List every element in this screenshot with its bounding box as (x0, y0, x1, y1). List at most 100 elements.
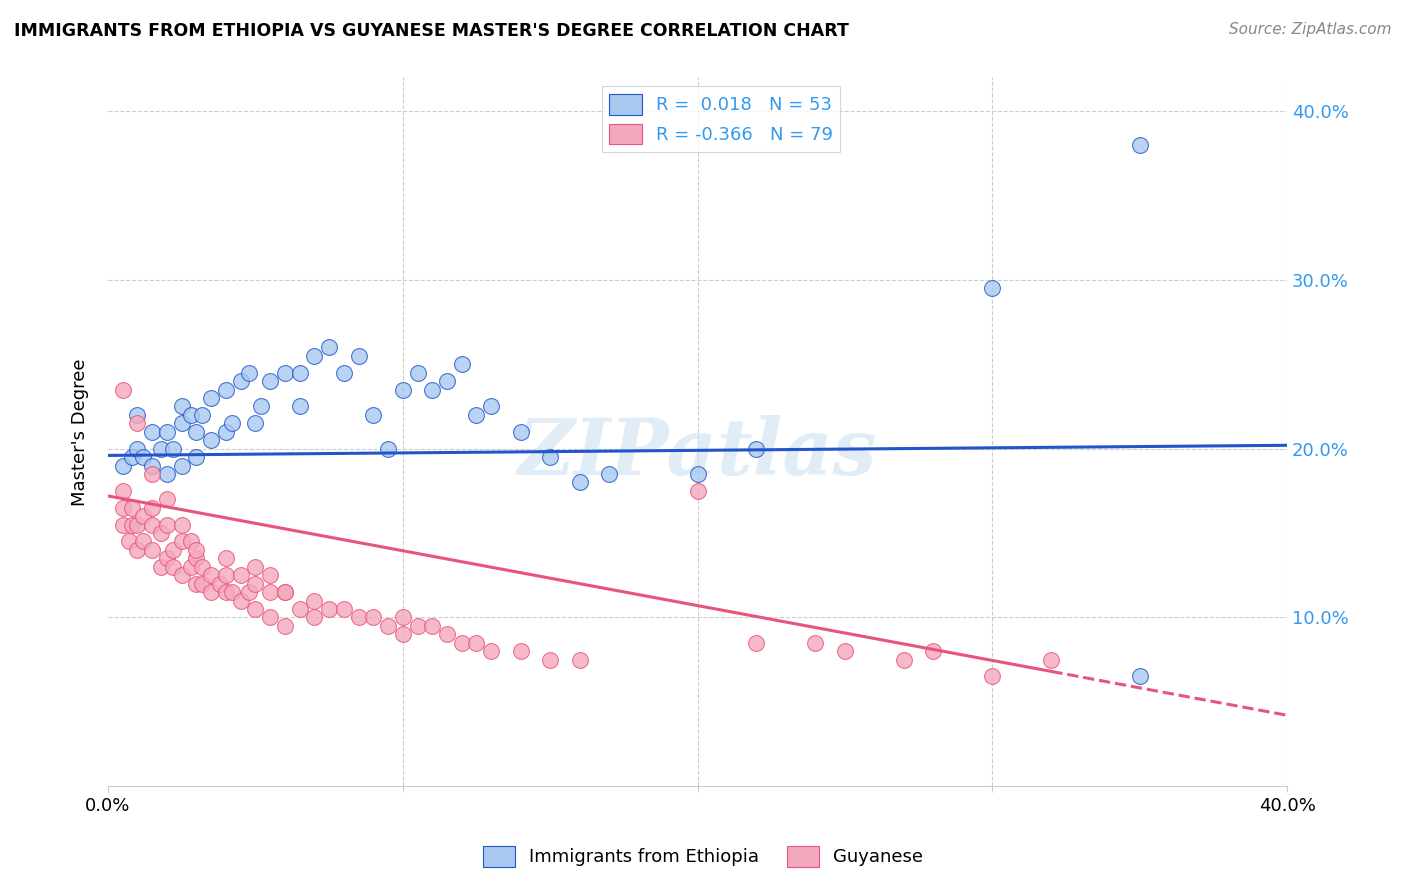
Point (347, 610, 370, 624)
Point (162, 542, 184, 557)
Point (288, 602, 311, 616)
Point (191, 559, 214, 574)
Point (686, 467, 709, 481)
Point (111, 483, 134, 498)
Point (162, 559, 184, 574)
Point (479, 644, 502, 658)
Point (238, 585, 260, 599)
Point (450, 357, 472, 371)
Point (156, 517, 179, 532)
Point (259, 610, 281, 624)
Text: ZIPatlas: ZIPatlas (517, 415, 877, 491)
Point (215, 568, 238, 582)
Point (111, 383, 134, 397)
Point (288, 400, 311, 414)
Point (180, 559, 202, 574)
Text: IMMIGRANTS FROM ETHIOPIA VS GUYANESE MASTER'S DEGREE CORRELATION CHART: IMMIGRANTS FROM ETHIOPIA VS GUYANESE MAS… (14, 22, 849, 40)
Point (406, 619, 429, 633)
Point (245, 602, 267, 616)
Point (391, 383, 413, 397)
Point (568, 652, 591, 666)
Point (200, 434, 222, 448)
Point (1040, 652, 1063, 666)
Point (745, 636, 768, 650)
Point (259, 585, 281, 599)
Point (274, 585, 297, 599)
Point (117, 534, 139, 549)
Point (377, 442, 399, 456)
Point (229, 593, 252, 607)
Point (127, 542, 149, 557)
Point (132, 509, 155, 524)
Point (111, 517, 134, 532)
Point (215, 585, 238, 599)
Point (127, 442, 149, 456)
Point (420, 619, 443, 633)
Point (200, 391, 222, 405)
Point (509, 425, 531, 439)
Point (804, 636, 827, 650)
Point (156, 551, 179, 566)
Point (538, 450, 561, 464)
Point (221, 585, 243, 599)
Point (191, 576, 214, 591)
Point (141, 467, 163, 481)
Point (111, 458, 134, 473)
Point (686, 483, 709, 498)
Point (156, 467, 179, 481)
Point (1129, 669, 1152, 683)
Point (180, 534, 202, 549)
Point (215, 551, 238, 566)
Point (245, 576, 267, 591)
Point (170, 534, 193, 549)
Point (170, 417, 193, 431)
Point (347, 349, 370, 363)
Legend: R =  0.018   N = 53, R = -0.366   N = 79: R = 0.018 N = 53, R = -0.366 N = 79 (602, 87, 841, 152)
Point (245, 559, 267, 574)
Point (121, 500, 143, 515)
Point (170, 517, 193, 532)
Point (221, 417, 243, 431)
Point (922, 644, 945, 658)
Point (170, 458, 193, 473)
Point (318, 602, 340, 616)
Point (132, 450, 155, 464)
Point (288, 366, 311, 380)
Point (229, 568, 252, 582)
Point (121, 450, 143, 464)
Point (568, 475, 591, 490)
Point (200, 568, 222, 582)
Point (186, 542, 208, 557)
Point (377, 619, 399, 633)
Point (150, 526, 173, 541)
Point (132, 534, 155, 549)
Point (250, 400, 273, 414)
Point (215, 425, 238, 439)
Point (141, 542, 163, 557)
Point (420, 383, 443, 397)
Point (200, 585, 222, 599)
Point (1129, 137, 1152, 152)
Point (318, 340, 340, 354)
Legend: Immigrants from Ethiopia, Guyanese: Immigrants from Ethiopia, Guyanese (475, 838, 931, 874)
Point (274, 366, 297, 380)
Point (150, 442, 173, 456)
Point (304, 610, 326, 624)
Point (450, 636, 472, 650)
Point (745, 442, 768, 456)
Point (170, 568, 193, 582)
Point (141, 517, 163, 532)
Point (406, 366, 429, 380)
Point (127, 408, 149, 422)
Point (238, 366, 260, 380)
Point (834, 644, 856, 658)
Point (121, 517, 143, 532)
Point (981, 281, 1004, 295)
Point (893, 652, 915, 666)
Text: Source: ZipAtlas.com: Source: ZipAtlas.com (1229, 22, 1392, 37)
Point (170, 400, 193, 414)
Point (186, 576, 208, 591)
Point (479, 400, 502, 414)
Point (162, 442, 184, 456)
Point (391, 610, 413, 624)
